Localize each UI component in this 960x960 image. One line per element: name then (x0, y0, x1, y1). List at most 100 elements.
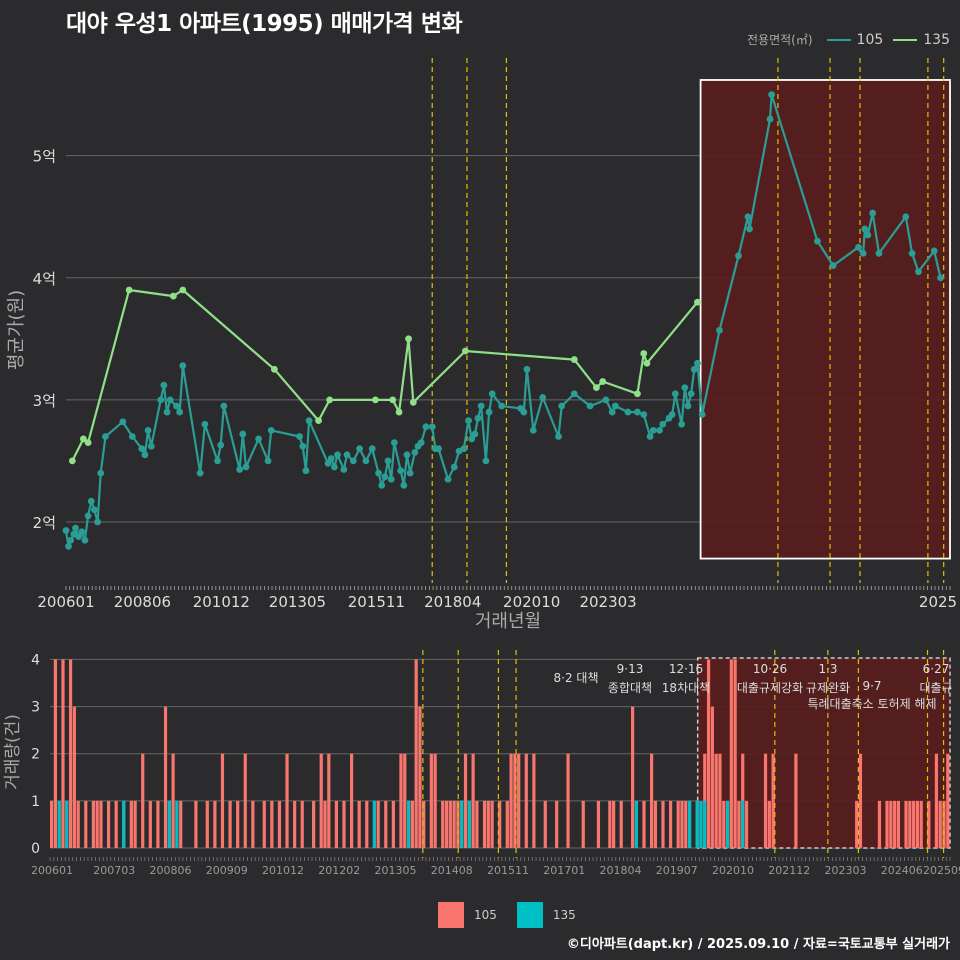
bar-105 (122, 800, 126, 848)
bar-105 (699, 800, 703, 848)
policy-annotation-date: 6·27 (923, 662, 950, 676)
bottom-legend-item-135[interactable]: 135 (516, 902, 576, 928)
bar-135 (460, 800, 464, 848)
data-point-105 (378, 481, 386, 489)
data-point-105 (698, 411, 706, 418)
data-point-105 (94, 518, 101, 526)
data-point-105 (875, 249, 883, 257)
data-point-105 (668, 411, 676, 418)
data-point-105 (267, 426, 275, 434)
bar-105 (460, 800, 464, 848)
data-point-105 (305, 417, 313, 425)
bar-105 (767, 800, 771, 848)
bar-105 (889, 800, 893, 848)
price-chart: 2억 3억 4억 5억 200601 200806 201012 201305 201511 20… (6, 58, 957, 632)
bar-135 (167, 800, 171, 848)
legend-item-135[interactable]: 135 (893, 32, 950, 48)
bar-135 (467, 800, 471, 848)
bar-105 (653, 800, 657, 848)
x-tick-label: 202010 (503, 593, 560, 611)
data-point-105 (640, 411, 648, 418)
volume-y-axis-title: 거래량(건) (3, 714, 23, 790)
bar-105 (737, 800, 741, 848)
data-point-105 (327, 455, 335, 462)
bar-105 (285, 753, 289, 848)
data-point-105 (375, 469, 382, 477)
legend-swatch-135 (893, 38, 918, 41)
bar-105 (915, 800, 920, 848)
bar-105 (327, 753, 331, 848)
data-point-105 (422, 423, 430, 431)
bar-105 (490, 800, 494, 848)
bar-105 (471, 753, 475, 848)
footer-credit: ©디아파트(dapt.kr) / 2025.09.10 / 자료=국토교통부 실… (566, 937, 950, 952)
bar-105 (566, 753, 570, 848)
bar-105 (148, 800, 152, 848)
volume-event-lines (422, 650, 945, 858)
data-point-135 (694, 298, 701, 306)
data-point-105 (236, 466, 244, 473)
data-point-105 (746, 225, 753, 233)
bar-105 (877, 800, 882, 848)
bar-105 (896, 800, 901, 848)
bottom-legend-label-135: 135 (552, 908, 576, 922)
data-point-105 (196, 469, 204, 477)
bar-105 (927, 800, 931, 848)
data-point-105 (488, 390, 496, 398)
data-point-105 (902, 213, 910, 221)
bar-105 (684, 800, 688, 848)
bar-105 (167, 800, 171, 848)
data-point-105 (716, 326, 723, 334)
data-point-105 (474, 414, 482, 422)
data-point-135 (125, 286, 133, 294)
bottom-legend-item-105[interactable]: 105 (438, 902, 497, 928)
volume-y-tick-label: 4 (31, 652, 40, 668)
bar-105 (414, 659, 418, 848)
data-point-105 (766, 115, 774, 123)
data-point-135 (84, 439, 92, 446)
bar-105 (277, 800, 282, 848)
bar-105 (342, 800, 346, 848)
data-point-105 (634, 408, 641, 416)
data-point-105 (555, 433, 562, 440)
bar-105 (95, 800, 99, 848)
bar-105 (175, 800, 179, 848)
bar-105 (718, 753, 722, 848)
data-point-105 (403, 451, 411, 459)
bar-105 (517, 753, 521, 848)
data-point-105 (349, 457, 357, 465)
volume-x-tick-label: 201511 (487, 864, 529, 877)
bar-105 (262, 800, 266, 848)
price-series (62, 91, 944, 550)
bar-135 (699, 800, 703, 848)
bar-105 (722, 800, 726, 848)
data-point-105 (141, 451, 149, 459)
bar-105 (312, 800, 316, 848)
bar-105 (710, 706, 714, 848)
bar-105 (942, 800, 946, 848)
data-point-105 (157, 396, 165, 404)
policy-annotation-date: 12·16 (669, 662, 703, 676)
volume-grid (50, 658, 950, 849)
data-point-105 (417, 439, 425, 446)
data-point-105 (81, 536, 89, 544)
data-point-105 (400, 481, 408, 489)
bar-135 (406, 800, 411, 848)
data-point-105 (930, 247, 938, 255)
bar-105 (543, 800, 547, 848)
bar-105 (729, 659, 733, 848)
data-point-105 (179, 362, 187, 370)
bottom-legend-label-105: 105 (474, 908, 497, 922)
data-point-105 (482, 457, 490, 465)
bar-105 (213, 800, 217, 848)
bar-105 (391, 800, 395, 848)
legend-item-105[interactable]: 105 (826, 32, 883, 48)
data-point-105 (387, 475, 395, 483)
data-point-105 (694, 359, 701, 367)
policy-annotation-date: 8·2 대책 (554, 670, 599, 685)
volume-x-tick-label: 201305 (375, 864, 417, 877)
data-point-105 (681, 384, 689, 392)
bar-105 (365, 800, 369, 848)
data-point-105 (855, 243, 862, 251)
bar-105 (251, 800, 255, 848)
